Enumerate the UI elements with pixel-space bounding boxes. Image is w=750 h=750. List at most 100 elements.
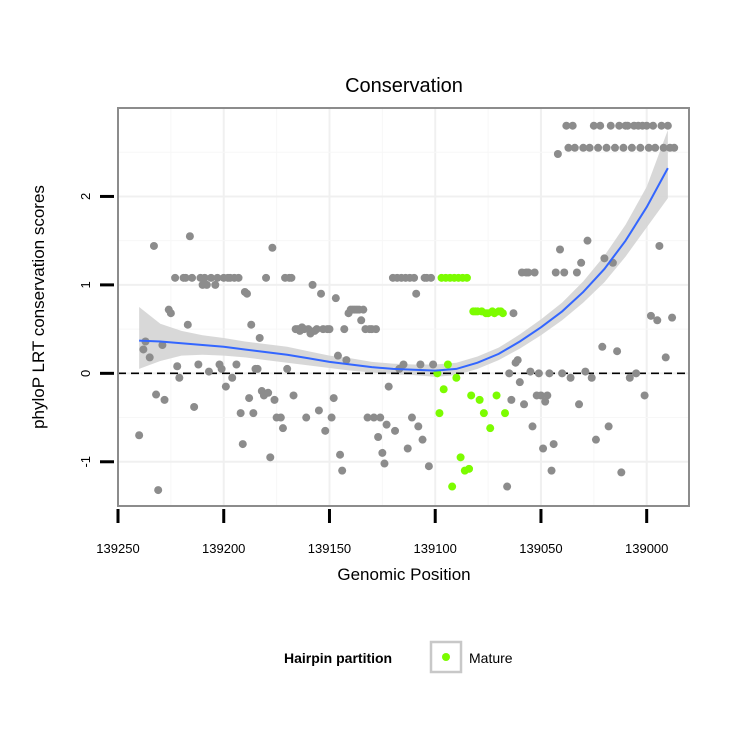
data-point (539, 444, 548, 453)
data-point (589, 121, 598, 130)
data-point (372, 325, 381, 334)
data-point-mature (452, 373, 461, 382)
data-point (429, 360, 438, 369)
data-point (610, 143, 619, 152)
data-point-mature (456, 453, 465, 462)
data-point (585, 143, 594, 152)
chart-title: Conservation (345, 75, 463, 97)
data-point (619, 143, 628, 152)
data-point (200, 273, 209, 282)
data-point (414, 422, 423, 431)
data-point (238, 440, 247, 449)
legend-title: Hairpin partition (284, 650, 392, 666)
data-point (617, 468, 626, 477)
plot-border (117, 107, 690, 507)
data-point (336, 450, 345, 459)
data-point (553, 149, 562, 158)
data-point (625, 373, 634, 382)
data-point (194, 360, 203, 369)
data-point (245, 394, 254, 403)
data-point (253, 364, 262, 373)
data-point (407, 413, 416, 422)
data-point (659, 143, 668, 152)
data-point (145, 353, 154, 362)
data-point-mature (501, 409, 510, 418)
data-point (581, 367, 590, 376)
data-point (568, 121, 577, 130)
data-points (135, 121, 679, 495)
x-tick-label: 139200 (202, 541, 245, 556)
data-point (232, 360, 241, 369)
data-point (357, 316, 366, 325)
data-point (268, 243, 277, 252)
legend-key-mature (442, 653, 450, 661)
data-point (613, 347, 622, 356)
data-point (139, 345, 148, 354)
data-point (217, 364, 226, 373)
data-point (583, 236, 592, 245)
data-point (321, 426, 330, 435)
data-point (340, 325, 349, 334)
data-point (403, 444, 412, 453)
data-point (663, 121, 672, 130)
data-point (560, 268, 569, 277)
data-point (623, 121, 632, 130)
data-point-mature (467, 391, 476, 400)
data-point (175, 373, 184, 382)
data-point (577, 258, 586, 267)
data-point (551, 268, 560, 277)
data-point (342, 356, 351, 365)
data-point (562, 121, 571, 130)
data-point-mature (439, 385, 448, 394)
data-point (646, 311, 655, 320)
data-point (505, 369, 514, 378)
data-point (202, 280, 211, 289)
data-point (359, 305, 368, 314)
confidence-band-area (139, 130, 668, 377)
data-point (426, 273, 435, 282)
smooth-curve-group (139, 167, 669, 372)
x-axis: 139250 139200 139150 139100 139050 139000 (96, 509, 668, 556)
data-point (391, 426, 400, 435)
data-point (166, 309, 175, 318)
x-tick-label: 139000 (625, 541, 668, 556)
data-point (325, 325, 334, 334)
data-point-mature (492, 391, 501, 400)
data-point (308, 280, 317, 289)
data-point (668, 313, 677, 322)
data-point (207, 273, 216, 282)
data-point (636, 143, 645, 152)
data-point (276, 413, 285, 422)
data-point (640, 391, 649, 400)
data-point (378, 448, 387, 457)
data-point (160, 395, 169, 404)
data-point (547, 466, 556, 475)
data-point-mature (462, 273, 471, 282)
x-tick-label: 139100 (414, 541, 457, 556)
data-point (572, 268, 581, 277)
y-tick-label: 1 (78, 281, 93, 288)
data-point (564, 143, 573, 152)
data-point (570, 143, 579, 152)
smooth-curve (139, 167, 669, 372)
data-point (526, 367, 535, 376)
data-point (266, 453, 275, 462)
data-point (655, 241, 664, 250)
data-point (644, 143, 653, 152)
data-point (221, 382, 230, 391)
data-point (331, 294, 340, 303)
legend: Hairpin partition Mature (284, 640, 513, 674)
data-point (600, 254, 609, 263)
data-point (416, 360, 425, 369)
legend-label-mature: Mature (469, 650, 513, 666)
data-point (579, 143, 588, 152)
data-point-mature (448, 482, 457, 491)
plot-area (117, 107, 690, 507)
data-point (509, 309, 518, 318)
data-point (382, 420, 391, 429)
data-point (152, 390, 161, 399)
data-point-mature (479, 409, 488, 418)
data-point (234, 273, 243, 282)
data-point (530, 268, 539, 277)
data-point (587, 373, 596, 382)
